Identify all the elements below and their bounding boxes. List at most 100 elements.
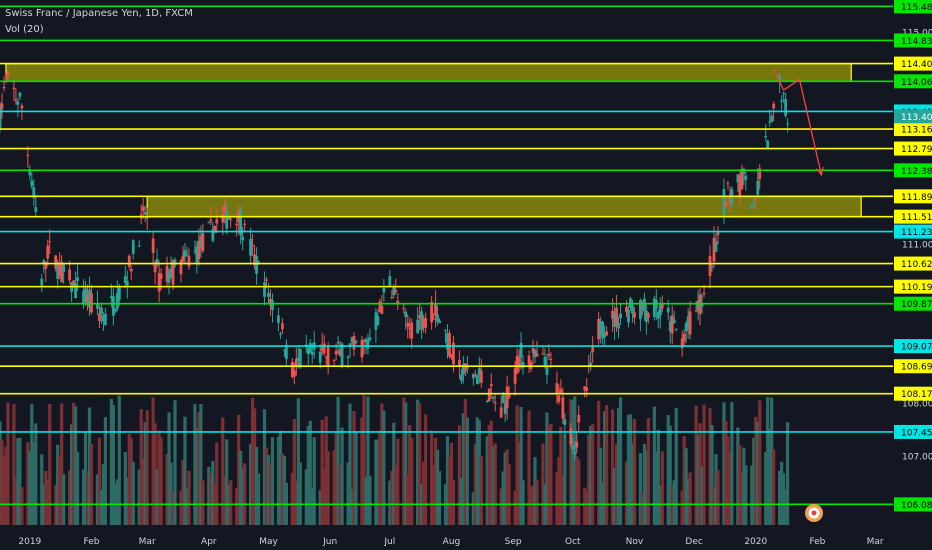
candle-body — [738, 176, 742, 196]
volume-bar — [354, 432, 358, 525]
candle-body — [6, 71, 10, 75]
volume-bar — [338, 464, 342, 525]
candle-body — [366, 339, 370, 349]
volume-bar — [326, 451, 330, 525]
month-label: Aug — [443, 537, 461, 547]
candle-body — [499, 407, 503, 418]
arrow-path — [773, 68, 823, 176]
candle-body — [541, 353, 545, 355]
volume-bar — [252, 408, 257, 525]
candle-body — [40, 278, 44, 288]
volume-bar — [276, 436, 281, 525]
candle-body — [471, 373, 475, 379]
month-label: 2020 — [744, 537, 767, 547]
candlesticks — [0, 69, 789, 460]
level-price-label: 108.690 — [901, 363, 932, 373]
volume-bar — [225, 439, 229, 525]
level-price-label: 111.896 — [901, 193, 932, 203]
volume-bar — [672, 480, 676, 525]
candle-body — [26, 154, 30, 156]
candle-body — [674, 328, 678, 330]
volume-bar — [32, 442, 36, 525]
volume-bar — [764, 451, 768, 525]
candle-body — [253, 254, 256, 266]
volume-bar — [14, 477, 18, 525]
volume-bar — [571, 400, 575, 525]
volume-bar — [324, 416, 328, 525]
month-label: Dec — [685, 537, 702, 547]
candle-body — [766, 140, 770, 150]
candle-body — [448, 332, 451, 357]
candle-body — [209, 219, 213, 222]
candle-body — [263, 282, 266, 297]
volume-bar — [368, 475, 372, 525]
volume-bar — [410, 437, 414, 525]
volume-bar — [380, 403, 384, 525]
candle-body — [700, 304, 704, 307]
volume-bar — [766, 396, 770, 525]
candle-body — [513, 368, 517, 384]
volume-bar — [304, 469, 308, 525]
volume-bar — [742, 447, 746, 525]
candle-body — [531, 348, 535, 354]
volume-indicator-label: Vol (20) — [5, 24, 44, 35]
volume-bar — [489, 420, 493, 525]
volume-bar — [457, 425, 462, 525]
candle-body — [527, 355, 531, 365]
volume-bar — [563, 434, 567, 525]
candle-body — [591, 346, 595, 353]
candle-body — [269, 298, 272, 306]
volume-bar — [632, 418, 637, 525]
volume-bar — [360, 417, 364, 525]
volume-bar — [408, 425, 412, 525]
candle-body — [382, 287, 386, 293]
candle-body — [241, 236, 245, 241]
candle-body — [265, 279, 268, 281]
volume-bar — [459, 477, 464, 525]
candle-body — [181, 255, 185, 262]
volume-bar — [682, 436, 686, 525]
volume-bar — [270, 437, 275, 525]
volume-bar — [366, 396, 370, 525]
candle-body — [84, 288, 87, 302]
candle-body — [167, 271, 171, 283]
volume-bar — [195, 428, 199, 525]
candle-body — [304, 344, 308, 346]
candle-body — [463, 363, 467, 372]
volume-bar — [141, 458, 145, 525]
current-price-label: 113.405 — [901, 113, 932, 123]
candle-body — [62, 264, 66, 272]
volume-bar — [435, 449, 440, 525]
projection-arrow — [773, 68, 824, 177]
volume-bar — [700, 466, 704, 525]
volume-bar — [487, 425, 491, 525]
candle-body — [187, 256, 191, 267]
volume-bar — [97, 437, 102, 525]
volume-bar — [555, 472, 559, 525]
candle-body — [756, 180, 760, 195]
candle-body — [764, 135, 768, 138]
candle-body — [336, 342, 340, 344]
candle-body — [768, 121, 772, 123]
candle-body — [225, 211, 229, 229]
candle-body — [446, 333, 449, 350]
candle-body — [583, 386, 587, 391]
volume-bar — [591, 424, 595, 525]
candle-body — [211, 229, 215, 241]
candle-body — [450, 354, 453, 358]
candle-body — [229, 219, 233, 221]
candle-body — [2, 86, 6, 89]
volume-bar — [750, 465, 754, 525]
candle-body — [752, 199, 756, 201]
volume-bar — [660, 451, 664, 525]
volume-bar — [223, 475, 227, 525]
candle-body — [434, 303, 437, 316]
candle-body — [487, 388, 491, 402]
volume-bar — [780, 461, 784, 525]
candle-body — [195, 246, 199, 264]
candle-body — [786, 123, 789, 125]
candle-body — [368, 337, 372, 341]
level-price-tag — [894, 424, 932, 439]
volume-bar — [599, 447, 603, 525]
